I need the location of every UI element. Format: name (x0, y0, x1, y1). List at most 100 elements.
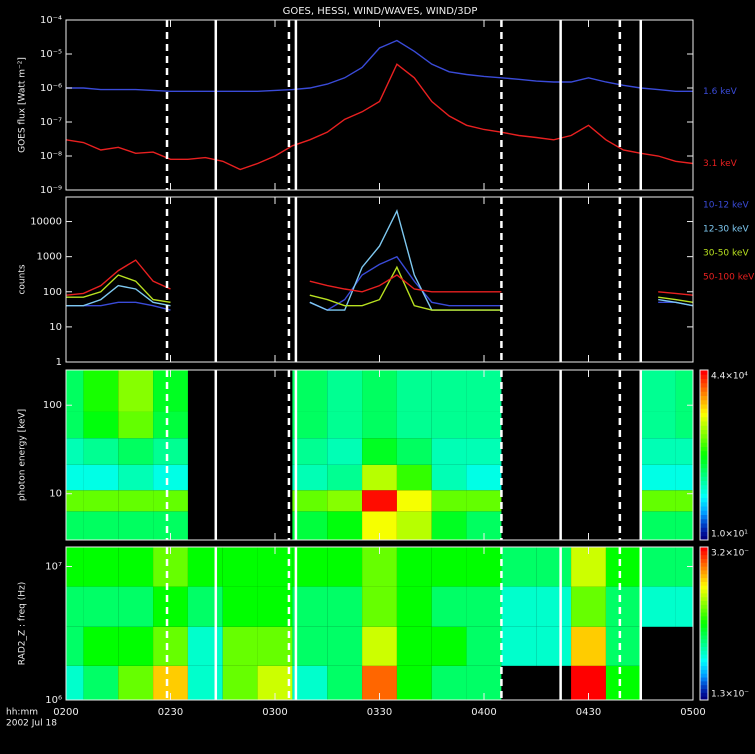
colorbar-step (700, 650, 708, 654)
heatmap-cell (362, 412, 397, 439)
colorbar-step (700, 430, 708, 435)
colorbar-step (700, 581, 708, 585)
colorbar-step (700, 677, 708, 681)
colorbar-step (700, 421, 708, 426)
heatmap-cell (83, 666, 118, 700)
heatmap-cell (676, 587, 693, 627)
colorbar-label: 3.2×10⁻ (711, 549, 749, 559)
colorbar-step (700, 434, 708, 439)
heatmap-cell (66, 587, 83, 627)
x-tick-label: 0430 (576, 707, 601, 718)
heatmap-cell (641, 587, 676, 627)
heatmap-cell (641, 412, 676, 439)
colorbar (700, 547, 708, 701)
colorbar-step (700, 627, 708, 631)
colorbar-step (700, 519, 708, 524)
heatmap-cell (397, 370, 432, 412)
panel-frame (66, 20, 693, 190)
heatmap-cell (536, 547, 571, 587)
heatmap-cell (501, 587, 536, 627)
heatmap-cell (676, 627, 693, 666)
heatmap-cell (83, 627, 118, 666)
colorbar-step (700, 468, 708, 473)
series-line (66, 260, 693, 295)
heatmap-cell (432, 465, 467, 490)
colorbar-step (700, 689, 708, 693)
heatmap-cell (292, 412, 327, 439)
colorbar-step (700, 425, 708, 430)
heatmap-cell (223, 587, 258, 627)
y-axis-label: RAD2_Z : freq (Hz) (18, 582, 28, 665)
heatmap-cell (432, 627, 467, 666)
heatmap-cell (258, 627, 293, 666)
heatmap-cell (362, 627, 397, 666)
heatmap-cell (292, 465, 327, 490)
heatmap-cell (571, 587, 606, 627)
heatmap-cell (397, 666, 432, 700)
legend-label: 12-30 keV (703, 225, 749, 235)
heatmap-cell (83, 490, 118, 511)
heatmap-cell (153, 438, 188, 465)
heatmap-cell (432, 511, 467, 540)
colorbar-step (700, 547, 708, 551)
colorbar-step (700, 608, 708, 612)
heatmap-cell (397, 412, 432, 439)
colorbar-step (700, 438, 708, 443)
colorbar-step (700, 417, 708, 422)
heatmap-cell (83, 438, 118, 465)
heatmap-cell (641, 370, 676, 412)
colorbar-step (700, 566, 708, 570)
chart-title: GOES, HESSI, WIND/WAVES, WIND/3DP (283, 6, 478, 17)
heatmap-cell (676, 666, 693, 700)
heatmap-cell (223, 547, 258, 587)
heatmap-cell (641, 465, 676, 490)
heatmap-cell (188, 627, 223, 666)
heatmap-cell (432, 666, 467, 700)
heatmap-cell (501, 547, 536, 587)
y-tick-label: 10⁻⁶ (40, 83, 62, 94)
heatmap-cell (432, 438, 467, 465)
heatmap-cell (397, 438, 432, 465)
x-tick-label: 0230 (158, 707, 183, 718)
heatmap-cell (83, 412, 118, 439)
colorbar-step (700, 374, 708, 379)
heatmap-cell (467, 587, 502, 627)
series-line (66, 257, 693, 310)
colorbar-step (700, 658, 708, 662)
heatmap-cell (327, 587, 362, 627)
colorbar-step (700, 451, 708, 456)
heatmap-cell (153, 627, 188, 666)
colorbar-step (700, 666, 708, 670)
heatmap-cell (536, 666, 571, 700)
colorbar-step (700, 489, 708, 494)
y-tick-label: 1 (56, 357, 62, 368)
heatmap-cell (362, 465, 397, 490)
heatmap-cell (501, 627, 536, 666)
heatmap-cell (606, 627, 641, 666)
colorbar-step (700, 692, 708, 696)
colorbar-step (700, 669, 708, 673)
heatmap-cell (118, 490, 153, 511)
heatmap-cell (188, 666, 223, 700)
colorbar (700, 370, 708, 541)
colorbar-step (700, 662, 708, 666)
heatmap-cell (397, 547, 432, 587)
colorbar-step (700, 589, 708, 593)
colorbar-step (700, 654, 708, 658)
legend-label: 50-100 keV (703, 273, 755, 283)
colorbar-label: 4.4×10⁴ (711, 372, 748, 382)
y-tick-label: 10⁻⁹ (40, 185, 62, 196)
heatmap-cell (501, 666, 536, 700)
heatmap-cell (292, 511, 327, 540)
colorbar-step (700, 601, 708, 605)
heatmap-cell (327, 412, 362, 439)
colorbar-step (700, 404, 708, 409)
heatmap-cell (188, 547, 223, 587)
colorbar-step (700, 485, 708, 490)
heatmap-cell (118, 511, 153, 540)
heatmap-cell (397, 511, 432, 540)
heatmap-cell (66, 511, 83, 540)
colorbar-step (700, 624, 708, 628)
heatmap-cell (327, 490, 362, 511)
colorbar-step (700, 447, 708, 452)
